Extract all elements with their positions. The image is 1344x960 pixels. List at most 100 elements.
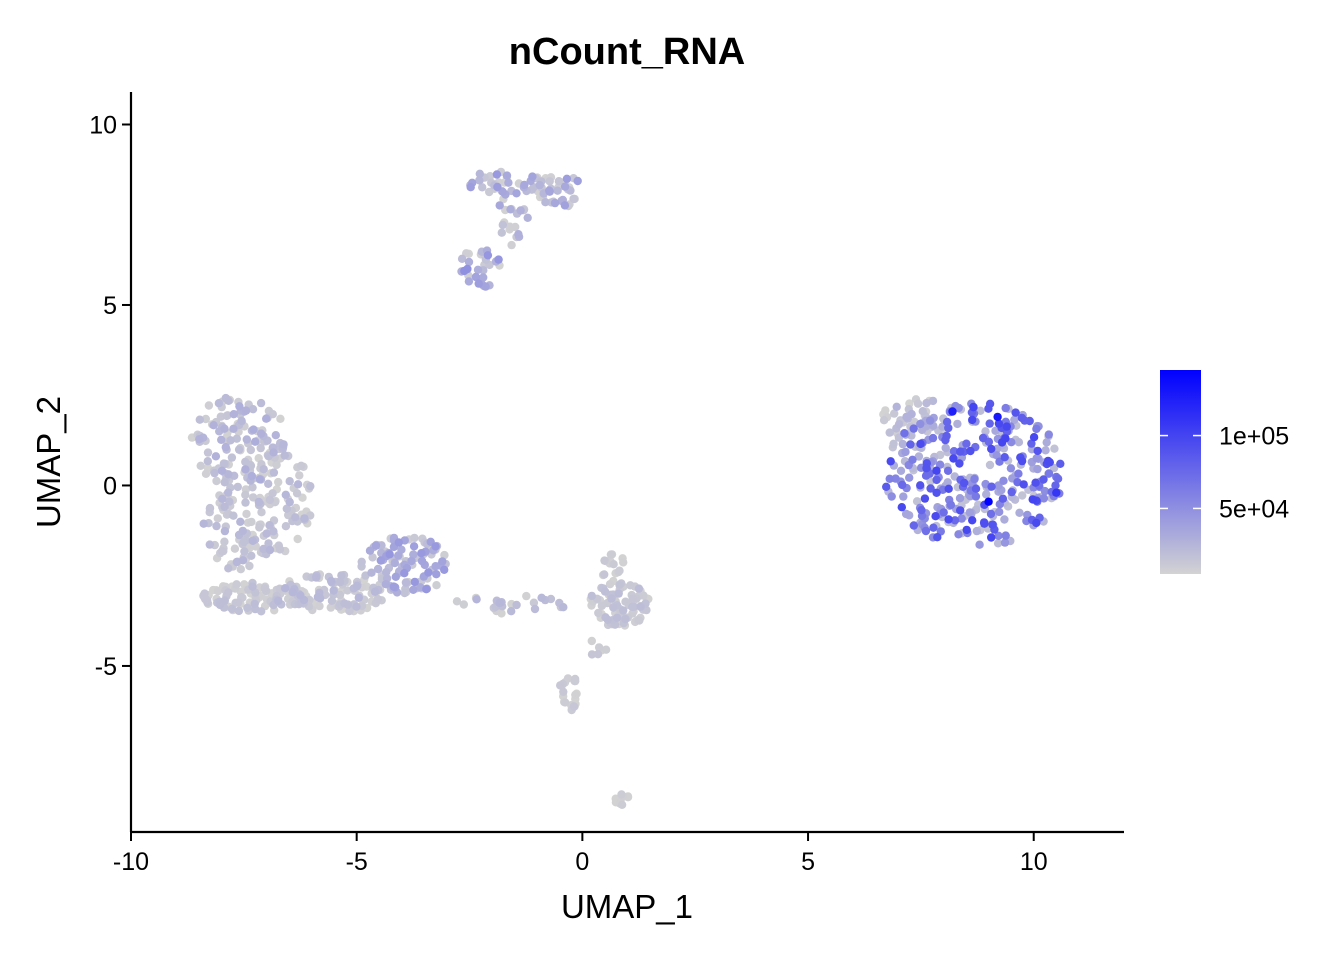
data-point <box>241 490 250 500</box>
data-point <box>265 545 275 555</box>
data-point <box>479 273 488 282</box>
data-point <box>978 433 988 443</box>
data-point <box>955 459 964 468</box>
data-point <box>257 508 266 517</box>
data-point <box>275 545 285 554</box>
data-point <box>619 558 628 567</box>
data-point <box>492 170 502 179</box>
data-point <box>957 514 966 523</box>
data-point <box>885 474 894 483</box>
data-point <box>994 531 1003 540</box>
data-point <box>943 466 953 475</box>
x-tick-label: 5 <box>801 848 815 876</box>
data-point <box>946 500 956 510</box>
data-point <box>227 604 237 614</box>
data-point <box>432 570 441 579</box>
data-point <box>906 440 915 449</box>
data-point <box>205 503 215 513</box>
data-point <box>292 489 302 498</box>
data-point <box>452 597 462 606</box>
data-point <box>587 636 596 646</box>
data-point <box>1049 463 1059 473</box>
data-point <box>495 201 504 210</box>
data-point <box>329 586 338 595</box>
data-point <box>1010 415 1019 424</box>
data-point <box>382 568 391 577</box>
data-point <box>248 582 257 591</box>
data-point <box>1051 481 1060 490</box>
data-point <box>280 451 289 460</box>
data-point <box>1001 434 1010 443</box>
data-point <box>221 443 230 452</box>
data-point <box>528 172 537 181</box>
data-point <box>271 431 280 440</box>
data-point <box>234 606 244 616</box>
data-point <box>617 790 626 799</box>
data-point <box>909 424 918 433</box>
data-point <box>1053 474 1063 483</box>
data-point <box>965 508 974 517</box>
y-tick-label: 10 <box>89 111 117 139</box>
data-point <box>311 573 321 582</box>
data-point <box>432 581 441 590</box>
data-point <box>242 435 251 444</box>
data-point <box>343 600 353 609</box>
data-point <box>212 476 221 486</box>
data-point <box>956 506 965 515</box>
data-point <box>896 466 906 475</box>
data-point <box>1032 518 1041 528</box>
data-point <box>886 457 895 466</box>
colorbar <box>1160 370 1201 574</box>
data-point <box>234 598 243 607</box>
data-point <box>424 568 433 577</box>
data-point <box>913 399 923 408</box>
data-point <box>288 588 297 597</box>
data-point <box>1015 508 1024 517</box>
data-point <box>944 423 953 433</box>
data-point <box>373 594 382 604</box>
data-point <box>971 484 981 493</box>
data-point <box>1002 422 1011 431</box>
data-point <box>431 542 440 551</box>
data-point <box>256 429 266 438</box>
data-point <box>987 444 996 454</box>
data-point <box>300 514 309 523</box>
data-point <box>475 176 484 185</box>
data-point <box>922 463 931 473</box>
data-point <box>594 643 604 652</box>
data-point <box>254 497 263 507</box>
data-point <box>251 437 260 446</box>
data-point <box>274 596 283 606</box>
x-tick-label: 0 <box>575 848 589 876</box>
data-point <box>276 414 285 423</box>
data-point <box>205 540 214 549</box>
data-point <box>229 511 238 520</box>
data-point <box>516 206 525 215</box>
data-point <box>354 593 363 602</box>
data-point <box>976 406 985 415</box>
data-point <box>498 220 507 230</box>
data-point <box>928 396 938 406</box>
data-point <box>218 494 227 503</box>
data-point <box>215 600 225 610</box>
data-point <box>472 595 481 604</box>
data-point <box>236 517 245 526</box>
data-point <box>987 482 996 491</box>
data-point <box>246 445 255 455</box>
data-point <box>260 584 269 593</box>
data-point <box>621 597 630 606</box>
data-point <box>1044 469 1054 478</box>
data-point <box>1056 459 1065 468</box>
x-ticks: -10 -5 0 5 10 <box>113 832 1048 876</box>
data-point <box>986 509 996 519</box>
data-point <box>559 687 568 696</box>
data-point <box>466 183 475 192</box>
data-point <box>506 205 515 214</box>
data-point <box>898 480 907 490</box>
data-point <box>993 412 1002 422</box>
data-point <box>992 451 1001 460</box>
data-point <box>889 439 898 448</box>
data-point <box>255 475 264 484</box>
x-tick-label: -10 <box>113 848 149 876</box>
data-point <box>563 674 573 683</box>
